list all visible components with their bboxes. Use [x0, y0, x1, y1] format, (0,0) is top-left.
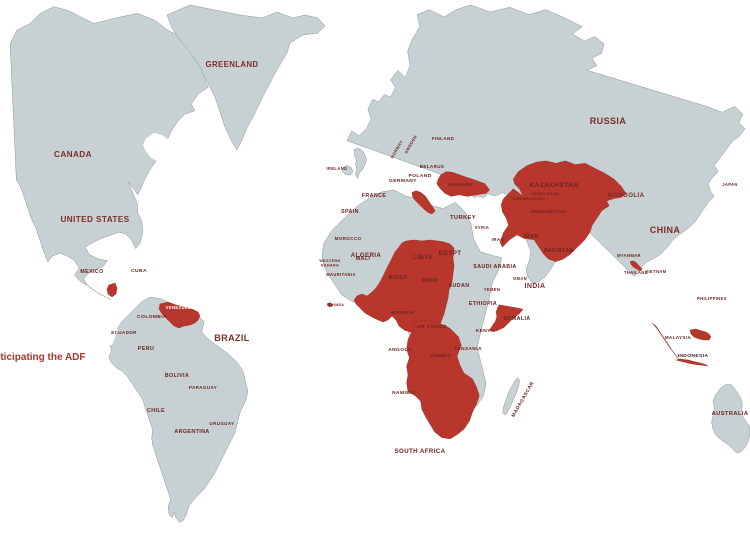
svg-text:JAPAN: JAPAN — [722, 182, 738, 187]
svg-text:TANZANIA: TANZANIA — [454, 346, 482, 352]
svg-text:IRELAND: IRELAND — [327, 166, 348, 171]
svg-text:Countries not participating th: Countries not participating the ADF — [0, 352, 86, 363]
svg-text:BOLIVIA: BOLIVIA — [165, 373, 189, 379]
svg-text:FINLAND: FINLAND — [432, 136, 455, 141]
svg-text:SYRIA: SYRIA — [475, 225, 490, 230]
svg-text:MALAYSIA: MALAYSIA — [665, 335, 692, 340]
svg-text:GREENLAND: GREENLAND — [206, 60, 259, 69]
svg-text:TURKEY: TURKEY — [450, 215, 476, 221]
svg-text:CHILE: CHILE — [147, 408, 165, 414]
svg-text:CUBA: CUBA — [131, 268, 147, 274]
svg-text:COLOMBIA: COLOMBIA — [137, 314, 167, 320]
svg-text:NIGERIA: NIGERIA — [391, 310, 414, 316]
svg-text:BELARUS: BELARUS — [420, 164, 445, 169]
svg-text:ZAMBIA: ZAMBIA — [430, 353, 452, 359]
svg-text:NAMIBIA: NAMIBIA — [392, 390, 416, 396]
svg-text:AUSTRALIA: AUSTRALIA — [712, 411, 749, 417]
svg-text:ECUADOR: ECUADOR — [111, 330, 137, 335]
svg-text:SUDAN: SUDAN — [449, 283, 470, 289]
svg-text:FRANCE: FRANCE — [362, 193, 387, 199]
svg-text:INDONESIA: INDONESIA — [678, 353, 709, 359]
svg-text:KAZAKHSTAN: KAZAKHSTAN — [530, 182, 579, 189]
svg-text:ANGOLA: ANGOLA — [388, 347, 412, 353]
svg-text:CHINA: CHINA — [650, 225, 681, 235]
svg-text:MYANMAR: MYANMAR — [617, 253, 641, 258]
svg-text:UZBEKISTAN: UZBEKISTAN — [531, 192, 559, 196]
svg-text:NIGER: NIGER — [389, 275, 408, 281]
svg-text:RUSSIA: RUSSIA — [590, 116, 627, 126]
svg-text:BRAZIL: BRAZIL — [214, 333, 250, 343]
svg-text:MOROCCO: MOROCCO — [335, 236, 362, 241]
svg-text:ETHIOPIA: ETHIOPIA — [469, 301, 497, 307]
svg-text:AFGHANISTAN: AFGHANISTAN — [531, 209, 565, 214]
svg-text:UNITED STATES: UNITED STATES — [60, 215, 129, 224]
svg-text:PAKISTAN: PAKISTAN — [544, 248, 574, 254]
svg-text:VENEZUELA: VENEZUELA — [166, 305, 194, 310]
svg-text:IRAQ: IRAQ — [492, 237, 505, 242]
svg-text:OMAN: OMAN — [513, 276, 527, 281]
svg-text:INDIA: INDIA — [525, 283, 546, 290]
svg-text:GUINEA: GUINEA — [328, 303, 345, 307]
svg-text:MAURITANIA: MAURITANIA — [326, 272, 356, 277]
svg-text:TURKMENISTAN: TURKMENISTAN — [511, 197, 545, 201]
svg-text:VIETNAM: VIETNAM — [645, 269, 666, 274]
svg-text:PARAGUAY: PARAGUAY — [189, 385, 217, 390]
svg-text:MALI: MALI — [356, 256, 371, 262]
svg-text:EGYPT: EGYPT — [439, 250, 462, 257]
svg-text:POLAND: POLAND — [408, 173, 431, 179]
svg-text:URUGUAY: URUGUAY — [209, 421, 234, 426]
svg-text:CANADA: CANADA — [54, 150, 92, 159]
svg-text:SOMALIA: SOMALIA — [503, 316, 530, 322]
svg-text:YEMEN: YEMEN — [484, 287, 501, 292]
svg-text:UKRAINE: UKRAINE — [448, 182, 473, 188]
svg-text:MONGOLIA: MONGOLIA — [608, 192, 645, 199]
svg-text:PERU: PERU — [138, 346, 154, 352]
svg-text:LIBYA: LIBYA — [413, 254, 433, 261]
svg-text:PHILIPPINES: PHILIPPINES — [697, 296, 727, 301]
svg-text:ARGENTINA: ARGENTINA — [174, 429, 209, 435]
svg-text:IRAN: IRAN — [523, 234, 539, 240]
svg-text:SAUDI ARABIA: SAUDI ARABIA — [473, 264, 516, 270]
svg-text:CHAD: CHAD — [422, 278, 439, 284]
svg-text:KENYA: KENYA — [476, 328, 495, 334]
svg-text:SOUTH AFRICA: SOUTH AFRICA — [395, 448, 446, 455]
svg-text:MEXICO: MEXICO — [80, 269, 103, 275]
svg-text:DR CONGO: DR CONGO — [417, 324, 447, 330]
svg-text:SPAIN: SPAIN — [341, 209, 359, 215]
